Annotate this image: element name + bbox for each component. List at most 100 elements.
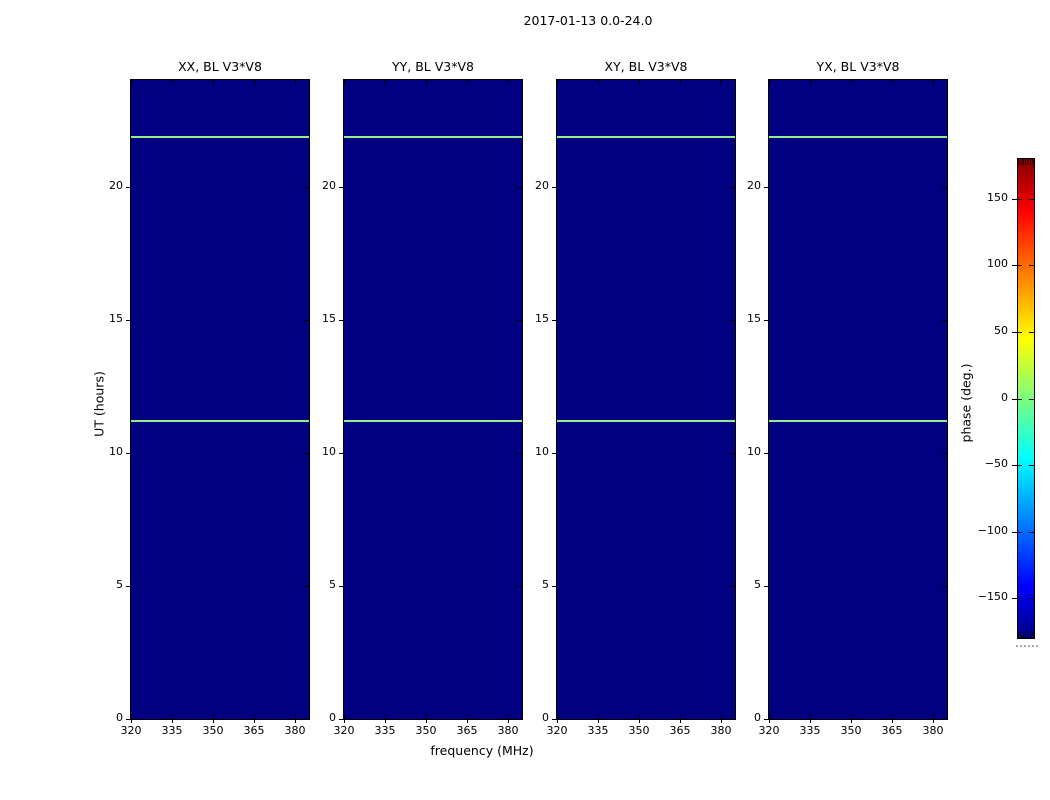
x-tick-label: 350 (628, 724, 650, 737)
y-tick-label: 0 (542, 711, 549, 724)
x-tick-mark-top (508, 80, 509, 85)
x-tick-mark (508, 715, 509, 723)
event-line (131, 420, 309, 423)
panel-yx: YX, BL V3*V8 (768, 59, 948, 720)
x-tick-mark-top (344, 80, 345, 85)
x-tick-label: 350 (840, 724, 862, 737)
x-tick-mark (254, 715, 255, 723)
y-tick-label: 10 (109, 444, 123, 458)
colorbar-tick-label: 150 (987, 190, 1008, 204)
panel-title-yy: YY, BL V3*V8 (392, 59, 474, 74)
x-tick-mark-top (467, 80, 468, 85)
x-tick-mark-top (769, 80, 770, 85)
y-tick-mark (552, 452, 557, 454)
y-tick-mark-right (517, 319, 522, 321)
colorbar-tick-mark-left (1012, 198, 1022, 200)
colorbar-tick-mark-right (1029, 531, 1035, 533)
x-tick-mark (557, 715, 558, 723)
y-tick-mark (126, 452, 131, 454)
y-tick-label: 5 (116, 577, 123, 591)
y-tick-label: 20 (747, 178, 761, 192)
x-tick-mark (933, 715, 934, 723)
y-tick-label: 15 (322, 311, 336, 325)
panel-xy: XY, BL V3*V8 (556, 59, 736, 720)
x-tick-label: 365 (669, 724, 691, 737)
y-tick-mark-right (942, 186, 947, 188)
x-tick-label: 335 (799, 724, 821, 737)
colorbar-tick-label: −50 (984, 457, 1008, 471)
x-tick-mark (680, 715, 681, 723)
y-axis-label: UT (hours) (91, 371, 107, 437)
x-tick-mark (385, 715, 386, 723)
y-tick-mark (339, 585, 344, 587)
y-tick-mark-right (942, 585, 947, 587)
y-tick-label: 10 (535, 444, 549, 458)
event-line (557, 420, 735, 423)
x-tick-mark-top (295, 80, 296, 85)
y-tick-mark (339, 719, 344, 720)
colorbar-tick-mark-left (1012, 598, 1022, 600)
y-tick-label: 15 (747, 311, 761, 325)
y-tick-mark-right (730, 319, 735, 321)
x-tick-mark (598, 715, 599, 723)
y-tick-label: 0 (116, 711, 123, 724)
x-tick-label: 335 (587, 724, 609, 737)
y-tick-mark-right (942, 452, 947, 454)
x-tick-label: 380 (497, 724, 519, 737)
x-tick-label: 320 (120, 724, 142, 737)
colorbar-tick-label: 50 (994, 323, 1008, 337)
colorbar-end-dotted-line (1016, 645, 1038, 647)
x-tick-label: 320 (758, 724, 780, 737)
x-tick-label: 320 (333, 724, 355, 737)
y-tick-mark-right (517, 719, 522, 720)
event-line (769, 135, 947, 138)
y-tick-label: 20 (535, 178, 549, 192)
x-tick-mark-top (557, 80, 558, 85)
x-tick-mark (721, 715, 722, 723)
colorbar-tick-mark-right (1029, 265, 1035, 267)
y-tick-mark (764, 452, 769, 454)
x-tick-mark-top (598, 80, 599, 85)
colorbar-tick-mark-right (1029, 398, 1035, 400)
y-tick-mark-right (517, 452, 522, 454)
x-tick-mark (131, 715, 132, 723)
y-tick-mark (126, 186, 131, 188)
x-tick-label: 350 (202, 724, 224, 737)
x-tick-label: 350 (415, 724, 437, 737)
y-tick-label: 15 (109, 311, 123, 325)
y-tick-mark (764, 719, 769, 720)
x-tick-mark (892, 715, 893, 723)
x-tick-mark (344, 715, 345, 723)
y-tick-mark (126, 585, 131, 587)
y-tick-label: 20 (109, 178, 123, 192)
colorbar-tick-label: 100 (987, 257, 1008, 271)
x-tick-mark-top (385, 80, 386, 85)
y-tick-mark-right (730, 719, 735, 720)
x-tick-label: 365 (243, 724, 265, 737)
colorbar-tick-mark-right (1029, 331, 1035, 333)
event-line (131, 135, 309, 138)
y-tick-mark-right (730, 452, 735, 454)
y-tick-label: 0 (329, 711, 336, 724)
x-tick-mark-top (172, 80, 173, 85)
x-tick-label: 365 (881, 724, 903, 737)
y-tick-mark (552, 319, 557, 321)
x-tick-label: 365 (456, 724, 478, 737)
panel-yy: YY, BL V3*V8 (343, 59, 523, 720)
colorbar-tick-mark-left (1012, 465, 1022, 467)
colorbar-tick-label: −100 (977, 523, 1008, 537)
y-tick-mark-right (942, 319, 947, 321)
y-tick-label: 5 (542, 577, 549, 591)
y-tick-label: 5 (329, 577, 336, 591)
y-tick-mark-right (304, 719, 309, 720)
x-tick-mark-top (680, 80, 681, 85)
x-tick-mark-top (254, 80, 255, 85)
x-tick-mark (769, 715, 770, 723)
x-tick-mark-top (639, 80, 640, 85)
y-tick-label: 0 (754, 711, 761, 724)
y-tick-label: 20 (322, 178, 336, 192)
x-tick-mark-top (933, 80, 934, 85)
x-tick-mark (467, 715, 468, 723)
x-tick-label: 380 (710, 724, 732, 737)
